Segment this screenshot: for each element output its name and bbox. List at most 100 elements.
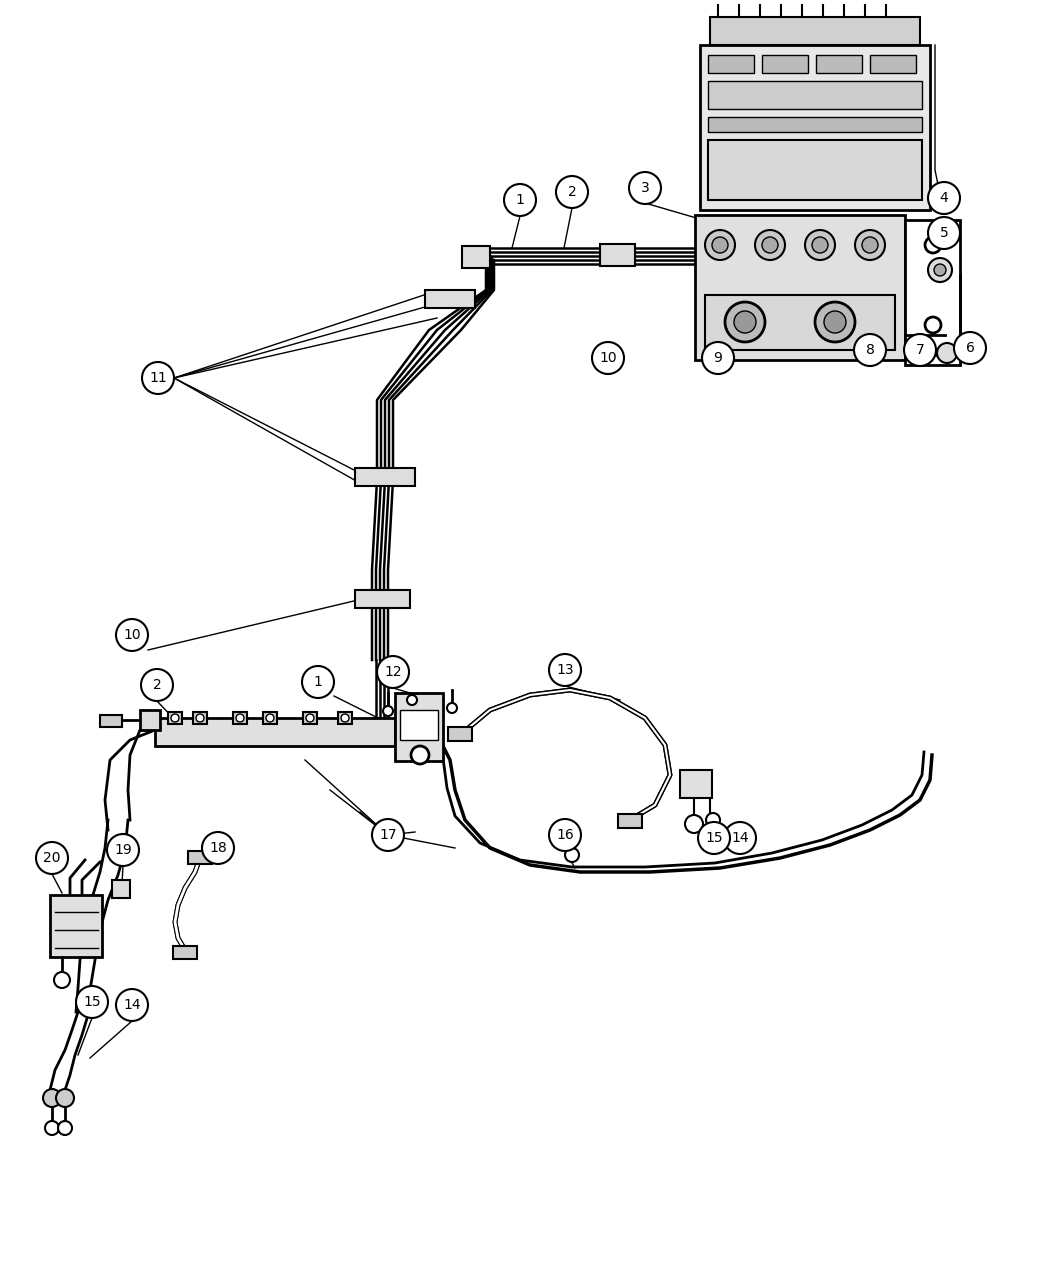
Circle shape — [755, 230, 785, 260]
Circle shape — [705, 230, 735, 260]
Bar — [462, 246, 490, 268]
Circle shape — [549, 819, 581, 850]
Circle shape — [862, 237, 878, 252]
Circle shape — [706, 813, 720, 827]
Circle shape — [824, 311, 846, 333]
Bar — [262, 711, 277, 724]
Text: 2: 2 — [152, 678, 162, 692]
Bar — [112, 880, 130, 898]
Circle shape — [56, 1089, 74, 1107]
Circle shape — [925, 237, 941, 252]
Circle shape — [54, 972, 70, 988]
Circle shape — [915, 343, 934, 363]
Bar — [708, 55, 754, 73]
Bar — [816, 55, 862, 73]
Bar — [193, 711, 207, 724]
Circle shape — [556, 176, 588, 208]
Bar — [168, 711, 182, 724]
Circle shape — [734, 311, 756, 333]
Bar — [680, 770, 712, 798]
Bar — [233, 711, 247, 724]
Text: 8: 8 — [865, 343, 875, 357]
Circle shape — [116, 989, 148, 1021]
Circle shape — [812, 237, 828, 252]
Text: 1: 1 — [516, 193, 524, 207]
Text: 14: 14 — [731, 831, 749, 845]
Text: 3: 3 — [640, 181, 649, 195]
Bar — [905, 221, 960, 365]
Circle shape — [141, 669, 173, 701]
Bar — [710, 17, 920, 45]
Text: 18: 18 — [209, 842, 227, 856]
Circle shape — [142, 362, 174, 394]
Bar — [708, 140, 922, 200]
Circle shape — [928, 217, 960, 249]
Circle shape — [685, 815, 704, 833]
Text: 16: 16 — [556, 827, 574, 842]
Circle shape — [928, 258, 952, 282]
Text: 5: 5 — [940, 226, 948, 240]
Circle shape — [407, 695, 417, 705]
Circle shape — [698, 822, 730, 854]
Circle shape — [855, 230, 885, 260]
Text: 14: 14 — [123, 998, 141, 1012]
Bar — [188, 850, 212, 864]
Circle shape — [815, 302, 855, 342]
Bar — [400, 710, 438, 740]
Circle shape — [43, 1089, 61, 1107]
Circle shape — [76, 986, 108, 1017]
Bar — [338, 711, 352, 724]
Text: 15: 15 — [83, 994, 101, 1009]
Text: 9: 9 — [714, 351, 722, 365]
Text: 4: 4 — [940, 191, 948, 205]
Bar — [395, 694, 443, 761]
Text: 6: 6 — [966, 340, 974, 354]
Circle shape — [712, 237, 728, 252]
Bar — [708, 82, 922, 108]
Bar — [173, 946, 197, 959]
Text: 19: 19 — [114, 843, 132, 857]
Circle shape — [58, 1121, 72, 1135]
Bar — [355, 468, 415, 486]
Text: 12: 12 — [384, 666, 402, 680]
Circle shape — [302, 666, 334, 697]
Circle shape — [116, 618, 148, 652]
Circle shape — [934, 264, 946, 275]
Text: 11: 11 — [149, 371, 167, 385]
Bar — [708, 117, 922, 133]
Bar — [50, 895, 102, 958]
Circle shape — [762, 237, 778, 252]
Bar — [618, 813, 642, 827]
Bar — [140, 710, 160, 731]
Text: 7: 7 — [916, 343, 924, 357]
Bar — [100, 715, 122, 727]
Circle shape — [629, 172, 662, 204]
Circle shape — [724, 822, 756, 854]
Bar — [155, 718, 395, 746]
Circle shape — [377, 657, 410, 688]
Bar — [448, 727, 472, 741]
Circle shape — [266, 714, 274, 722]
Circle shape — [592, 342, 624, 374]
Circle shape — [202, 833, 234, 864]
Circle shape — [36, 842, 68, 873]
Circle shape — [904, 334, 936, 366]
Circle shape — [928, 182, 960, 214]
Circle shape — [971, 337, 983, 349]
Bar — [870, 55, 916, 73]
Circle shape — [565, 848, 579, 862]
Circle shape — [447, 703, 457, 713]
Circle shape — [196, 714, 204, 722]
Bar — [600, 244, 635, 266]
Circle shape — [854, 334, 886, 366]
Circle shape — [341, 714, 349, 722]
Bar — [355, 590, 410, 608]
Circle shape — [171, 714, 178, 722]
Circle shape — [236, 714, 244, 722]
Circle shape — [306, 714, 314, 722]
Circle shape — [383, 706, 393, 717]
Bar — [705, 295, 895, 351]
Circle shape — [45, 1121, 59, 1135]
Circle shape — [954, 332, 986, 363]
Circle shape — [805, 230, 835, 260]
